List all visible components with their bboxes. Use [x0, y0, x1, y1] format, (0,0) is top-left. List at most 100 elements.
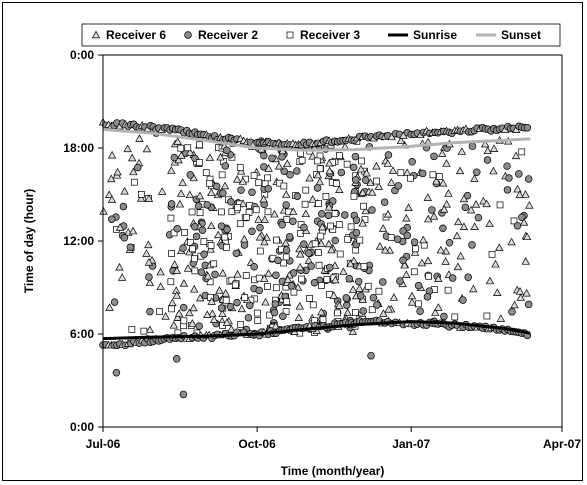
sunset-line: [102, 127, 531, 152]
data-point: [260, 237, 269, 246]
data-point: [483, 146, 492, 155]
data-point: [178, 178, 187, 186]
data-point: [271, 300, 280, 308]
data-point: [207, 297, 216, 305]
data-point: [505, 174, 513, 182]
data-point: [315, 200, 322, 208]
data-point: [332, 180, 340, 187]
x-tick-label: Apr-07: [543, 437, 581, 451]
data-point: [511, 151, 521, 160]
data-point: [260, 215, 269, 223]
data-point: [105, 303, 114, 311]
data-point: [170, 260, 179, 268]
data-point: [412, 245, 419, 253]
data-point: [361, 216, 369, 223]
data-point: [522, 232, 532, 241]
data-point: [128, 326, 136, 333]
data-point: [179, 244, 187, 252]
data-point: [167, 166, 176, 174]
data-point: [300, 223, 308, 232]
data-point: [264, 184, 273, 193]
data-point: [372, 161, 381, 170]
data-point: [295, 249, 305, 258]
data-point: [346, 259, 355, 268]
y-tick-label: 18:00: [63, 141, 94, 155]
data-point: [228, 208, 236, 216]
data-point: [471, 200, 481, 208]
data-point: [272, 284, 280, 292]
data-point: [300, 240, 308, 248]
legend-box: [81, 23, 561, 47]
y-axis-ticks: 0:00 6:00 12:00 18:00 0:00: [63, 48, 103, 434]
data-point: [331, 210, 339, 218]
data-point: [260, 274, 269, 282]
data-point: [135, 134, 144, 142]
data-point: [310, 279, 319, 287]
data-point: [246, 301, 254, 310]
data-point: [196, 141, 203, 149]
data-point: [218, 208, 225, 216]
legend-label: Sunset: [501, 28, 541, 42]
data-point: [518, 148, 526, 156]
data-point: [361, 206, 370, 215]
data-point: [282, 246, 291, 254]
data-point: [206, 244, 215, 253]
data-point: [431, 308, 440, 316]
data-point: [223, 146, 231, 155]
data-point: [223, 243, 230, 251]
data-point: [394, 182, 403, 190]
data-point: [436, 173, 443, 180]
data-point: [344, 235, 352, 243]
data-point: [260, 163, 268, 171]
data-point: [156, 308, 163, 315]
data-point: [466, 205, 476, 214]
data-point: [238, 177, 248, 185]
data-point: [491, 259, 500, 268]
data-point: [456, 251, 465, 260]
data-point: [367, 188, 377, 196]
data-point: [444, 189, 453, 197]
data-point: [223, 225, 231, 234]
data-point: [445, 239, 454, 247]
data-point: [281, 238, 290, 247]
data-point: [227, 198, 235, 206]
data-point: [399, 227, 407, 235]
data-point: [203, 271, 213, 280]
data-point: [439, 205, 449, 213]
data-point: [236, 167, 246, 175]
data-point: [128, 226, 138, 235]
data-point: [107, 215, 116, 223]
data-point: [387, 234, 395, 241]
data-point: [423, 193, 432, 201]
data-point: [145, 273, 153, 281]
data-point: [167, 214, 175, 222]
legend-label: Receiver 6: [106, 28, 166, 42]
data-point: [301, 209, 311, 218]
x-axis-title: Time (month/year): [281, 464, 385, 478]
data-point: [345, 274, 354, 283]
data-point: [187, 239, 194, 246]
data-point: [232, 249, 241, 258]
data-point: [459, 296, 467, 304]
data-point: [351, 152, 360, 161]
data-point: [489, 144, 499, 152]
data-point: [407, 298, 417, 306]
data-point: [354, 277, 363, 286]
data-point: [295, 262, 305, 271]
data-point: [283, 275, 293, 283]
data-point: [244, 313, 253, 322]
data-point: [191, 223, 199, 231]
data-point: [274, 161, 284, 170]
data-point: [222, 296, 230, 304]
data-point: [248, 227, 256, 236]
data-point: [441, 257, 450, 265]
data-point: [185, 148, 195, 156]
data-point: [110, 298, 119, 306]
y-tick-label: 12:00: [63, 234, 94, 248]
data-point: [250, 172, 258, 179]
data-point: [175, 199, 185, 208]
data-point: [240, 241, 249, 249]
data-point: [271, 321, 280, 330]
data-point: [241, 294, 249, 301]
data-point: [362, 168, 371, 177]
